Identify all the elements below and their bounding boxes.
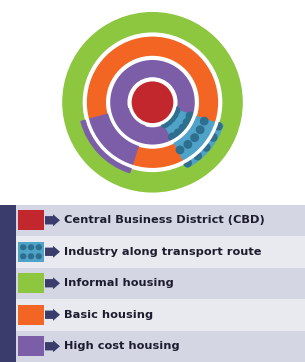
Circle shape (131, 81, 174, 124)
Circle shape (183, 118, 191, 126)
Circle shape (130, 79, 175, 125)
Circle shape (165, 118, 172, 125)
Wedge shape (81, 102, 152, 173)
Bar (0, 205, 16, 236)
Circle shape (196, 126, 204, 134)
Circle shape (36, 245, 41, 250)
Circle shape (158, 102, 165, 109)
Circle shape (21, 245, 26, 250)
Text: Basic housing: Basic housing (64, 310, 153, 320)
Text: Informal housing: Informal housing (64, 278, 174, 288)
Circle shape (170, 111, 178, 118)
Circle shape (194, 152, 201, 160)
Circle shape (63, 13, 242, 192)
Circle shape (179, 124, 187, 132)
Circle shape (155, 106, 163, 113)
Circle shape (86, 36, 219, 168)
Circle shape (174, 129, 182, 136)
Circle shape (184, 159, 191, 167)
Circle shape (161, 120, 169, 127)
Bar (18, 273, 44, 294)
Bar (0, 268, 16, 299)
Circle shape (109, 59, 196, 145)
Circle shape (28, 254, 34, 258)
Bar (0, 205, 305, 236)
Circle shape (28, 245, 34, 250)
Circle shape (156, 105, 164, 112)
Circle shape (128, 78, 177, 127)
Circle shape (168, 114, 175, 122)
Bar (0, 236, 305, 268)
FancyArrow shape (45, 277, 60, 289)
Text: High cost housing: High cost housing (64, 341, 180, 351)
Circle shape (215, 123, 222, 130)
Circle shape (83, 33, 222, 172)
Text: Industry along transport route: Industry along transport route (64, 247, 261, 257)
FancyArrow shape (45, 309, 60, 321)
Bar (0, 331, 305, 362)
Circle shape (21, 254, 26, 258)
Bar (0, 299, 305, 331)
Circle shape (131, 81, 174, 124)
Circle shape (107, 56, 198, 148)
Bar (18, 304, 44, 325)
FancyArrow shape (45, 340, 60, 352)
Bar (0, 299, 16, 331)
Bar (18, 241, 44, 262)
Bar (0, 236, 16, 268)
Circle shape (186, 112, 194, 119)
Circle shape (200, 117, 208, 125)
Circle shape (157, 104, 165, 111)
Circle shape (172, 107, 180, 114)
Circle shape (176, 146, 184, 153)
Circle shape (210, 134, 217, 141)
Circle shape (169, 133, 176, 140)
Bar (18, 210, 44, 231)
Bar (18, 336, 44, 357)
FancyArrow shape (45, 214, 60, 226)
Circle shape (184, 141, 192, 148)
Bar (0, 268, 305, 299)
FancyArrow shape (45, 246, 60, 258)
Text: Central Business District (CBD): Central Business District (CBD) (64, 215, 265, 225)
Circle shape (154, 107, 161, 114)
Circle shape (191, 134, 198, 141)
Wedge shape (152, 102, 223, 168)
Circle shape (203, 144, 210, 151)
Circle shape (36, 254, 41, 258)
Bar (0, 331, 16, 362)
